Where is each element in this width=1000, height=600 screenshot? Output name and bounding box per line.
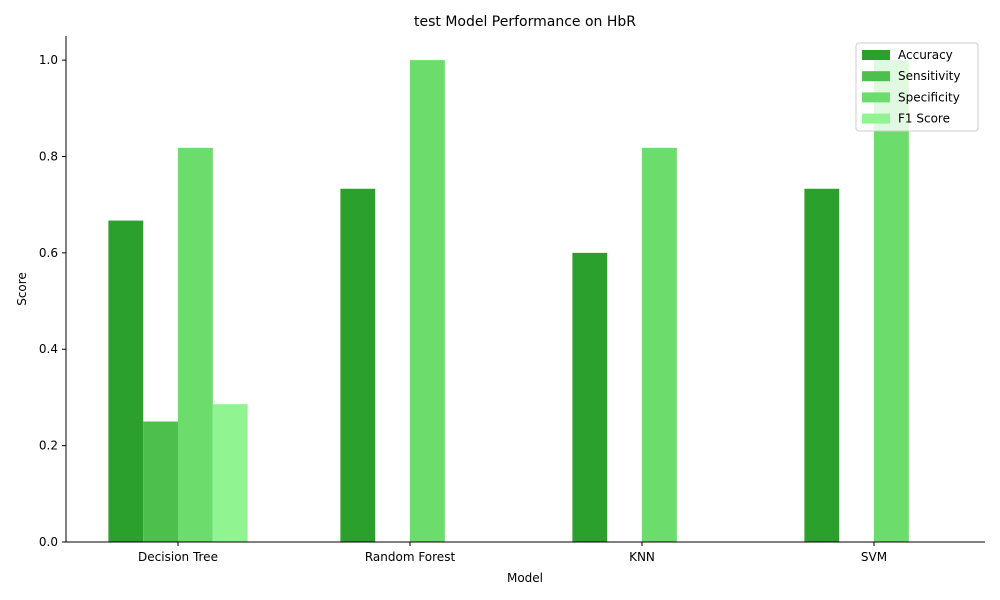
y-tick-label: 0.2: [39, 439, 58, 453]
x-tick-label: Decision Tree: [138, 550, 218, 564]
x-axis-label: Model: [507, 571, 543, 585]
legend-label: Accuracy: [898, 48, 953, 62]
legend: Accuracy Sensitivity Specificity F1 Score: [855, 42, 979, 132]
legend-frame: [855, 42, 979, 132]
bar-accuracy-knn: [572, 252, 608, 543]
y-axis-label: Score: [15, 272, 29, 306]
legend-swatch-accuracy: [862, 50, 890, 60]
bar-specificity-decision-tree: [178, 147, 213, 543]
bar-accuracy-random-forest: [340, 188, 376, 542]
y-tick-label: 0.0: [39, 535, 58, 549]
y-tick-label: 0.8: [39, 149, 58, 163]
y-tick-label: 1.0: [39, 53, 58, 67]
legend-label: Specificity: [898, 90, 960, 104]
x-ticks: Decision Tree Random Forest KNN SVM: [138, 542, 887, 564]
legend-label: F1 Score: [898, 112, 950, 126]
bar-f1-score-decision-tree: [212, 404, 248, 542]
bar-specificity-random-forest: [410, 60, 445, 542]
legend-swatch-specificity: [862, 92, 890, 103]
legend-swatch-f1-score: [862, 113, 890, 124]
bar-accuracy-decision-tree: [108, 220, 144, 542]
y-tick-label: 0.6: [39, 246, 58, 260]
bar-specificity-knn: [642, 147, 677, 543]
x-tick-label: SVM: [861, 550, 887, 564]
axes-layer: [65, 36, 985, 543]
x-tick-label: KNN: [629, 550, 655, 564]
legend-swatch-sensitivity: [862, 71, 890, 82]
bar-specificity-svm: [874, 60, 909, 542]
y-tick-label: 0.4: [39, 342, 58, 356]
y-ticks: 0.0 0.2 0.4 0.6 0.8 1.0: [39, 53, 66, 549]
x-tick-label: Random Forest: [365, 550, 456, 564]
bars-layer: [108, 60, 909, 543]
legend-label: Sensitivity: [898, 69, 960, 83]
chart-title: test Model Performance on HbR: [414, 14, 636, 30]
bar-sensitivity-decision-tree: [143, 421, 178, 542]
bar-accuracy-svm: [804, 188, 840, 542]
